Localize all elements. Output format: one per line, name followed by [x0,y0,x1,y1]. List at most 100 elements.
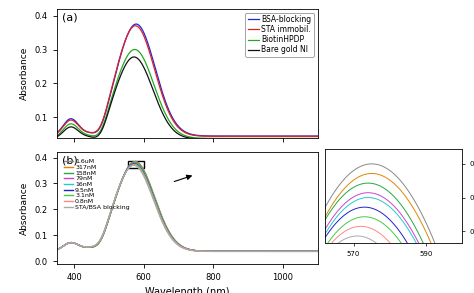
Line: BiotinHPDP: BiotinHPDP [57,50,318,138]
3.1nM [257,250,263,253]
STA/BSA blocking [233,250,239,253]
158nM [81,245,86,248]
BSA-blocking [302,134,308,138]
9.5nM [257,250,263,253]
0.8nM [262,250,268,253]
STA/BSA blocking [315,250,320,253]
Bar [128,161,144,168]
9.5nM [262,250,268,253]
BSA-blocking [169,115,175,118]
STA/BSA blocking [81,245,86,248]
STA immobil. [54,132,60,135]
STA/BSA blocking [160,221,165,224]
X-axis label: Wavelength (nm): Wavelength (nm) [145,287,229,293]
317nM [315,250,320,253]
1.6uM [160,216,165,220]
1.6uM [81,245,86,249]
9.5nM [132,162,137,166]
3.1nM [315,250,320,253]
BiotinHPDP [257,137,263,140]
79nM [304,250,310,253]
BiotinHPDP [160,106,165,109]
Bare gold NI [315,137,320,141]
317nM [305,250,310,253]
16nM [132,161,137,165]
9.5nM [81,245,86,248]
9.5nM [304,250,310,253]
158nM [132,161,137,164]
STA immobil. [301,134,307,138]
16nM [262,250,268,253]
Legend: 1.6uM, 317nM, 158nM, 79nM, 16nM, 9.5nM, 3.1nM, 0.8nM, STA/BSA blocking: 1.6uM, 317nM, 158nM, 79nM, 16nM, 9.5nM, … [63,158,131,211]
STA/BSA blocking [131,163,137,167]
Line: 9.5nM: 9.5nM [57,164,318,251]
3.1nM [304,250,310,253]
Text: (a): (a) [62,13,78,23]
STA immobil. [133,24,138,28]
STA/BSA blocking [257,250,263,253]
16nM [81,245,86,249]
Bare gold NI [169,127,175,130]
BSA-blocking [257,134,263,138]
158nM [257,250,263,253]
BSA-blocking [160,91,165,95]
Bare gold NI [160,111,165,115]
1.6uM [315,250,320,253]
317nM [81,245,86,249]
158nM [54,248,60,251]
317nM [233,250,239,253]
Bare gold NI [257,137,263,141]
Bare gold NI [131,55,137,59]
0.8nM [81,245,86,248]
0.8nM [54,248,60,251]
Line: 79nM: 79nM [57,163,318,251]
Line: 1.6uM: 1.6uM [57,161,318,251]
BiotinHPDP [301,137,306,140]
0.8nM [160,220,165,224]
BSA-blocking [81,128,86,132]
317nM [132,160,138,164]
1.6uM [54,248,60,251]
STA immobil. [160,94,165,98]
STA immobil. [169,117,175,120]
STA/BSA blocking [262,250,268,253]
16nM [315,250,320,253]
BSA-blocking [54,131,60,134]
STA/BSA blocking [169,237,175,241]
3.1nM [54,248,60,251]
BiotinHPDP [132,48,137,51]
16nM [160,218,165,221]
1.6uM [169,235,175,238]
9.5nM [315,250,320,253]
Bare gold NI [54,135,60,139]
Line: STA/BSA blocking: STA/BSA blocking [57,165,318,251]
STA/BSA blocking [54,248,60,252]
317nM [160,217,165,220]
3.1nM [262,250,268,253]
STA immobil. [315,134,320,138]
STA/BSA blocking [303,250,309,253]
9.5nM [54,248,60,251]
Bare gold NI [262,137,268,141]
BSA-blocking [233,134,239,138]
BiotinHPDP [233,137,239,140]
79nM [132,161,137,165]
16nM [54,248,60,251]
0.8nM [233,250,239,253]
Line: 317nM: 317nM [57,162,318,251]
158nM [315,250,320,253]
Line: BSA-blocking: BSA-blocking [57,24,318,136]
1.6uM [257,250,263,253]
16nM [257,250,263,253]
79nM [257,250,263,253]
1.6uM [305,250,310,253]
BiotinHPDP [169,123,175,127]
79nM [315,250,320,253]
79nM [160,218,165,221]
BiotinHPDP [81,131,86,135]
1.6uM [262,250,268,253]
3.1nM [81,245,86,248]
16nM [169,235,175,239]
BSA-blocking [315,134,320,138]
79nM [54,248,60,251]
